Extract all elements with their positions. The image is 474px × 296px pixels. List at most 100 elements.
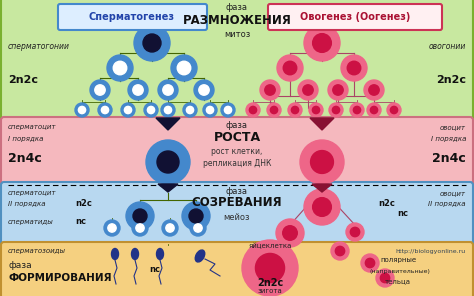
Circle shape <box>158 80 178 100</box>
Text: сперматоцит: сперматоцит <box>8 124 56 130</box>
Circle shape <box>255 253 284 283</box>
Circle shape <box>283 61 297 75</box>
Text: Овогенез (Оогенез): Овогенез (Оогенез) <box>300 12 410 22</box>
Text: полярные: полярные <box>380 257 416 263</box>
Circle shape <box>126 202 154 230</box>
Circle shape <box>78 106 86 114</box>
Text: nc: nc <box>397 208 408 218</box>
Circle shape <box>346 223 364 241</box>
Text: Сперматогенез: Сперматогенез <box>89 12 175 22</box>
Circle shape <box>350 103 364 117</box>
FancyBboxPatch shape <box>268 4 442 30</box>
Ellipse shape <box>156 249 164 260</box>
Circle shape <box>124 106 132 114</box>
Circle shape <box>107 55 133 81</box>
Circle shape <box>90 80 110 100</box>
Text: яйцеклетка: яйцеклетка <box>248 243 292 249</box>
Text: n2c: n2c <box>378 200 395 208</box>
Text: рост клетки,: рост клетки, <box>211 147 263 155</box>
Text: овогонии: овогонии <box>428 41 466 51</box>
Text: 2n2c: 2n2c <box>8 75 38 85</box>
Circle shape <box>101 106 109 114</box>
Text: 2n2c: 2n2c <box>436 75 466 85</box>
Circle shape <box>194 224 202 232</box>
Circle shape <box>364 80 384 100</box>
Circle shape <box>157 151 179 173</box>
Text: nc: nc <box>75 218 86 226</box>
Text: 2n4c: 2n4c <box>8 152 42 165</box>
Circle shape <box>288 103 302 117</box>
Circle shape <box>221 103 235 117</box>
Circle shape <box>146 140 190 184</box>
Circle shape <box>163 85 173 95</box>
Circle shape <box>303 85 313 95</box>
FancyBboxPatch shape <box>1 182 473 248</box>
Circle shape <box>276 219 304 247</box>
Circle shape <box>391 106 398 114</box>
Circle shape <box>189 209 203 223</box>
Text: зигота: зигота <box>258 288 283 294</box>
Circle shape <box>177 61 191 75</box>
Text: сперматоцит: сперматоцит <box>8 190 56 196</box>
Circle shape <box>171 55 197 81</box>
Text: овоцит: овоцит <box>440 124 466 130</box>
Circle shape <box>300 140 344 184</box>
Circle shape <box>108 224 116 232</box>
Circle shape <box>166 224 174 232</box>
Circle shape <box>380 273 390 283</box>
Circle shape <box>304 189 340 225</box>
Circle shape <box>310 151 333 173</box>
Circle shape <box>309 103 323 117</box>
Circle shape <box>260 80 280 100</box>
Circle shape <box>277 55 303 81</box>
Text: овоцит: овоцит <box>440 190 466 196</box>
Circle shape <box>298 80 318 100</box>
Circle shape <box>242 240 298 296</box>
Polygon shape <box>310 118 334 130</box>
Ellipse shape <box>195 250 205 262</box>
Text: nc: nc <box>149 266 161 274</box>
Text: сперматиды: сперматиды <box>8 219 54 225</box>
Text: сперматозоиды: сперматозоиды <box>8 248 66 254</box>
Text: РАЗМНОЖЕНИЯ: РАЗМНОЖЕНИЯ <box>182 14 292 27</box>
Circle shape <box>304 25 340 61</box>
Circle shape <box>283 226 297 240</box>
Circle shape <box>133 209 147 223</box>
Text: ФОРМИРОВАНИЯ: ФОРМИРОВАНИЯ <box>8 273 111 283</box>
Circle shape <box>182 202 210 230</box>
Circle shape <box>121 103 135 117</box>
Circle shape <box>292 106 299 114</box>
Circle shape <box>313 198 331 216</box>
Circle shape <box>267 103 281 117</box>
Circle shape <box>136 224 144 232</box>
Circle shape <box>224 106 232 114</box>
Text: I порядка: I порядка <box>8 136 44 142</box>
Circle shape <box>190 220 206 236</box>
Circle shape <box>144 103 158 117</box>
Circle shape <box>186 106 194 114</box>
Circle shape <box>246 103 260 117</box>
Text: II порядка: II порядка <box>8 201 46 207</box>
Circle shape <box>369 85 379 95</box>
Circle shape <box>370 106 378 114</box>
Circle shape <box>113 61 127 75</box>
Text: фаза: фаза <box>226 2 248 12</box>
Text: фаза: фаза <box>8 260 32 269</box>
Text: http://biologyonline.ru: http://biologyonline.ru <box>396 250 466 255</box>
Circle shape <box>376 269 394 287</box>
Circle shape <box>104 220 120 236</box>
Circle shape <box>333 85 343 95</box>
Circle shape <box>312 106 319 114</box>
Circle shape <box>128 80 148 100</box>
Circle shape <box>194 80 214 100</box>
Circle shape <box>367 103 381 117</box>
Text: n2c: n2c <box>75 200 92 208</box>
FancyBboxPatch shape <box>1 242 473 296</box>
Text: фаза: фаза <box>226 186 248 195</box>
Text: 2n4c: 2n4c <box>432 152 466 165</box>
Circle shape <box>313 34 331 52</box>
Circle shape <box>332 106 340 114</box>
Text: РОСТА: РОСТА <box>213 131 261 144</box>
Circle shape <box>347 61 361 75</box>
Circle shape <box>164 106 172 114</box>
